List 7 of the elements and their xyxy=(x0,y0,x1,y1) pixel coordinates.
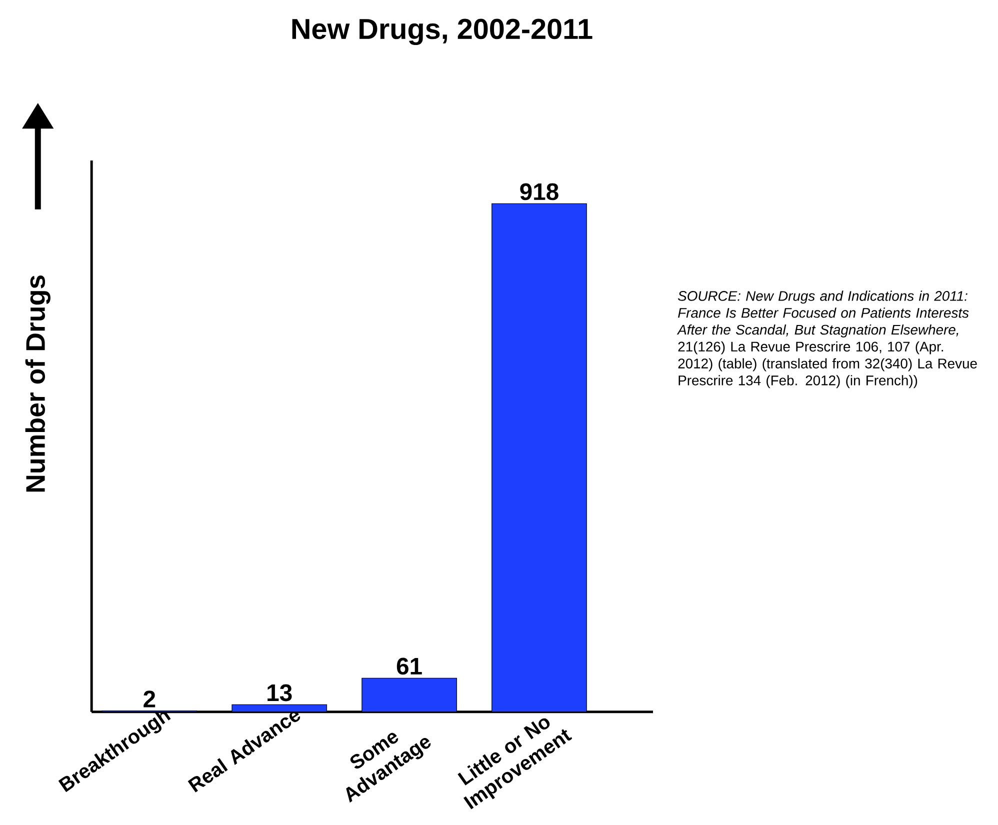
text: SOURCE: New Drugs and Indications in 2011: France Is Better Focused on Patients Interests After the Scandal, But Stagnation Elsewhere, 21(126) La Revue Prescrire 106, 107 (Apr. 2012) (table) (translated from 32(340) La Revue Prescrire 134 (Feb. 2012) (in French)) xyxy=(676,290,977,388)
data-label: 918 xyxy=(520,183,558,200)
chart-title: New Drugs, 2002-2011 xyxy=(292,18,592,45)
y-axis-title: Number of Drugs xyxy=(25,275,50,492)
data-label: 2 xyxy=(144,690,156,708)
data-label: 61 xyxy=(396,658,422,675)
data-label: 13 xyxy=(268,684,292,702)
